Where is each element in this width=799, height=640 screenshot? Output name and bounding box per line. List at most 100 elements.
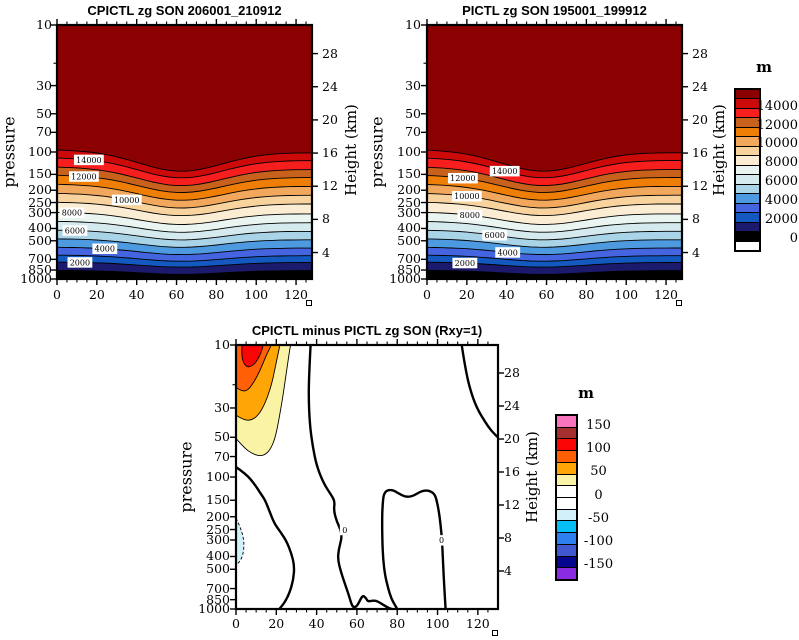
contour-label: 12000 [450,174,475,183]
colorbar-cell [557,473,576,486]
pressure-tick-label: 500 [397,232,421,248]
x-tick-label: 20 [268,616,285,631]
panel-title-bottom: CPICTL minus PICTL zg SON (Rxy=1) [251,323,483,338]
pressure-tick-label: 100 [397,144,421,159]
x-tick-label: 60 [348,616,365,631]
height-tick-label: 12 [692,178,708,194]
colorbar-top [734,88,761,252]
colorbar-cell [557,485,576,498]
colorbar-cell [557,461,576,474]
colorbar-cell [557,438,576,451]
pressure-tick-label: 150 [397,166,421,182]
colorbar-tick-label: 14000 [756,98,798,114]
height-tick-label: 8 [692,211,700,227]
contour-label: 12000 [71,172,96,181]
x-tick-label: 60 [538,287,555,302]
contour-label: 2000 [455,259,475,268]
colorbar-cell [736,107,759,118]
colorbar-tick-label: -150 [583,557,614,573]
height-tick-label: 16 [692,145,708,161]
contour-label: 0 [342,526,347,535]
height-tick-label: 16 [504,464,520,479]
contour-label: 4000 [95,245,115,254]
pressure-tick-label: 300 [397,204,421,220]
colorbar-cell [557,416,576,427]
contour-label: 8000 [460,211,480,220]
colorbar-cell [736,136,759,146]
colorbar-cell [736,117,759,127]
colorbar-bottom-title: m [578,384,594,402]
pressure-tick-label: 1000 [20,271,52,286]
pressure-tick-label: 850 [28,262,52,278]
colorbar-cell [736,221,759,232]
height-tick-label: 20 [504,431,520,446]
x-tick-label: 100 [244,287,269,302]
height-tick-label: 16 [322,145,338,161]
pressure-tick-label: 30 [405,77,421,93]
x-tick-label: 80 [578,287,595,302]
pressure-tick-label: 200 [397,182,421,198]
pressure-tick-label: 150 [206,492,230,508]
contour-label: 14000 [76,156,101,165]
x-tick-label: 120 [284,287,308,302]
contour-label: 6000 [65,226,85,235]
x-tick-label: 0 [232,616,240,631]
colorbar-tick-label: -50 [588,510,609,526]
colorbar-cell [557,567,576,580]
pressure-tick-label: 50 [36,105,52,121]
contour-plot-top-right: 14000 12000 10000 8000 6000 4000 2000 [421,19,688,285]
x-tick-label: 100 [614,287,639,302]
contour-label: 14000 [492,167,517,176]
contour-label: 8000 [62,209,82,218]
colorbar-tick-label: 12000 [756,117,798,133]
contour-plot-bottom: 00 [230,339,504,615]
colorbar-cell [557,520,576,533]
height-tick-label: 20 [322,111,338,127]
colorbar-cell [736,183,759,194]
height-tick-label: 20 [692,111,708,127]
colorbar-tick-label: 0 [594,487,603,503]
x-tick-label: 120 [465,616,490,631]
colorbar-cell [557,508,576,521]
colorbar-cell [557,543,576,556]
colorbar-cell [736,231,759,241]
contour-label: 10000 [454,192,479,201]
colorbar-cell [736,90,759,99]
x-tick-label: 120 [654,287,678,302]
pressure-tick-label: 50 [214,429,230,445]
pressure-tick-label: 30 [214,399,230,415]
height-tick-label: 8 [504,530,512,545]
colorbar-tick-label: 150 [586,417,611,433]
colorbar-cell [736,193,759,203]
colorbar-cell [736,240,759,250]
height-tick-label: 4 [322,244,330,260]
pressure-tick-label: 300 [206,531,230,547]
pressure-tick-label: 100 [206,469,230,484]
colorbar-tick-label: -100 [583,534,614,550]
colorbar-cell [557,532,576,544]
colorbar-cell [736,98,759,108]
pressure-tick-label: 850 [397,262,421,278]
x-tick-label: 80 [208,287,225,302]
pressure-tick-label: 700 [206,580,230,596]
colorbar-top-title: m [756,58,772,76]
pressure-tick-label: 250 [206,521,230,537]
x-tick-label: 0 [423,287,431,302]
colorbar-tick-label: 50 [590,464,607,480]
axis-unit-square-icon [306,300,312,306]
pressure-tick-label: 10 [214,337,230,352]
colorbar-cell [557,497,576,509]
pressure-tick-label: 400 [28,220,52,236]
x-tick-label: 40 [308,616,325,631]
height-tick-label: 24 [692,78,708,94]
colorbar-cell [736,145,759,156]
axis-unit-square-icon [676,300,682,306]
pressure-tick-label: 1000 [198,601,230,616]
height-tick-label: 4 [504,563,512,578]
pressure-tick-label: 300 [28,204,52,220]
colorbar-bottom [555,414,578,581]
pressure-tick-label: 200 [206,508,230,524]
colorbar-tick-label: 6000 [764,174,798,190]
colorbar-cell [736,164,759,175]
